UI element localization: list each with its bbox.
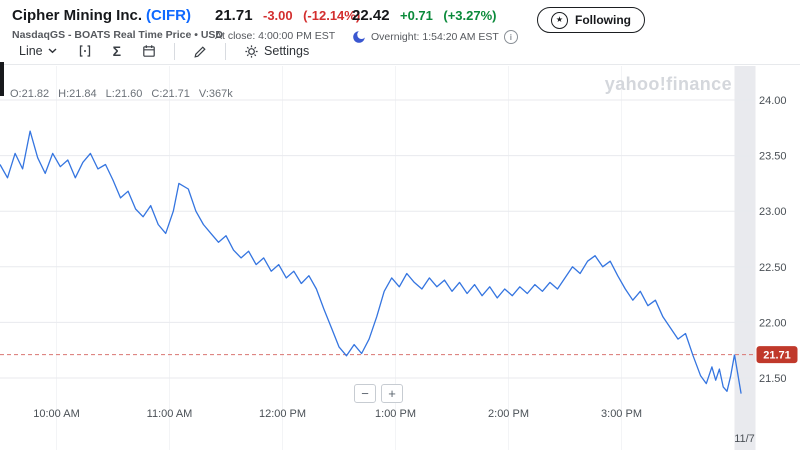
ohlc-low: L:21.60 — [105, 88, 143, 100]
zoom-in-button[interactable]: + — [381, 384, 403, 403]
x-axis-tick-label: 10:00 AM — [33, 408, 79, 420]
y-axis-tick-label: 21.50 — [759, 373, 787, 385]
settings-label: Settings — [264, 44, 310, 58]
draw-icon[interactable] — [190, 42, 210, 60]
overnight-price-block: 22.42 +0.71 (+3.27%) Overnight: 1:54:20 … — [352, 7, 518, 44]
y-axis-tick-label: 22.50 — [759, 262, 787, 274]
chart-type-label: Line — [19, 44, 43, 58]
settings-button[interactable]: Settings — [241, 42, 312, 61]
x-axis-tick-label: 2:00 PM — [488, 408, 529, 420]
overnight-time-label: Overnight: 1:54:20 AM EST — [371, 31, 499, 43]
close-change: -3.00 — [263, 8, 293, 23]
chart-canvas[interactable]: 24.00 23.50 23.00 22.50 22.00 21.50 10:00 AM 11… — [0, 66, 800, 450]
ticker-link[interactable]: (CIFR) — [146, 7, 191, 24]
following-button[interactable]: ★ Following — [537, 7, 645, 33]
y-axis-tick-label: 23.50 — [759, 151, 787, 163]
yahoo-finance-watermark: yahoo!finance — [604, 74, 732, 94]
gear-icon — [244, 44, 259, 59]
price-chart[interactable]: 24.00 23.50 23.00 22.50 22.00 21.50 10:00 AM 11… — [0, 62, 800, 450]
page-title: Cipher Mining Inc. (CIFR) — [12, 7, 223, 24]
afterhours-line-series — [733, 354, 742, 394]
close-price: 21.71 — [215, 7, 253, 24]
company-name: Cipher Mining Inc. — [12, 7, 142, 24]
star-icon: ★ — [551, 11, 568, 29]
toolbar-divider — [174, 42, 176, 60]
x-axis-tick-label: 3:00 PM — [601, 408, 642, 420]
afterhours-band — [734, 66, 756, 450]
overnight-change-pct: (+3.27%) — [443, 8, 497, 23]
ohlc-close: C:21.71 — [151, 88, 190, 100]
chart-type-dropdown[interactable]: Line — [16, 42, 60, 60]
ohlc-high: H:21.84 — [58, 88, 97, 100]
moon-icon — [352, 30, 366, 44]
x-axis-tick-label: 1:00 PM — [375, 408, 416, 420]
zoom-out-button[interactable]: − — [354, 384, 376, 403]
overnight-price: 22.42 — [352, 7, 390, 24]
compare-icon[interactable] — [75, 42, 95, 60]
close-time-label: At close: 4:00:00 PM EST — [215, 30, 336, 42]
drawing-toolbar-handle[interactable] — [0, 62, 4, 96]
chart-toolbar: Line Σ Settings — [0, 38, 800, 65]
zoom-controls: − + — [354, 384, 403, 403]
toolbar-divider — [225, 42, 227, 60]
following-label: Following — [575, 13, 631, 27]
current-price-badge-label: 21.71 — [763, 350, 791, 362]
y-axis-tick-label: 23.00 — [759, 206, 787, 218]
x-axis-tick-label: 11:00 AM — [147, 408, 193, 420]
close-price-block: 21.71 -3.00 (-12.14%) At close: 4:00:00 … — [215, 7, 360, 42]
x-axis-tick-label: 12:00 PM — [259, 408, 306, 420]
exchange-line: NasdaqGS - BOATS Real Time Price • USD — [12, 29, 224, 41]
chevron-down-icon — [48, 48, 57, 54]
info-icon[interactable]: i — [503, 30, 518, 44]
y-axis-tick-label: 24.00 — [759, 95, 787, 107]
price-line-series — [0, 130, 736, 392]
ohlc-readout: O:21.82 H:21.84 L:21.60 C:21.71 V:367k — [10, 88, 242, 100]
x-axis-date-label: 11/7 — [734, 433, 755, 445]
chart-svg[interactable]: 24.00 23.50 23.00 22.50 22.00 21.50 10:00 AM 11… — [0, 66, 800, 450]
indicators-icon[interactable]: Σ — [110, 41, 124, 61]
current-price-badge — [756, 346, 798, 364]
ohlc-volume: V:367k — [198, 88, 233, 100]
date-range-icon[interactable] — [139, 42, 159, 60]
ohlc-open: O:21.82 — [10, 88, 50, 100]
title-block: Cipher Mining Inc. (CIFR) NasdaqGS - BOAT… — [12, 7, 223, 41]
y-axis-tick-label: 22.00 — [759, 317, 787, 329]
overnight-change: +0.71 — [400, 8, 433, 23]
close-change-pct: (-12.14%) — [303, 8, 361, 23]
